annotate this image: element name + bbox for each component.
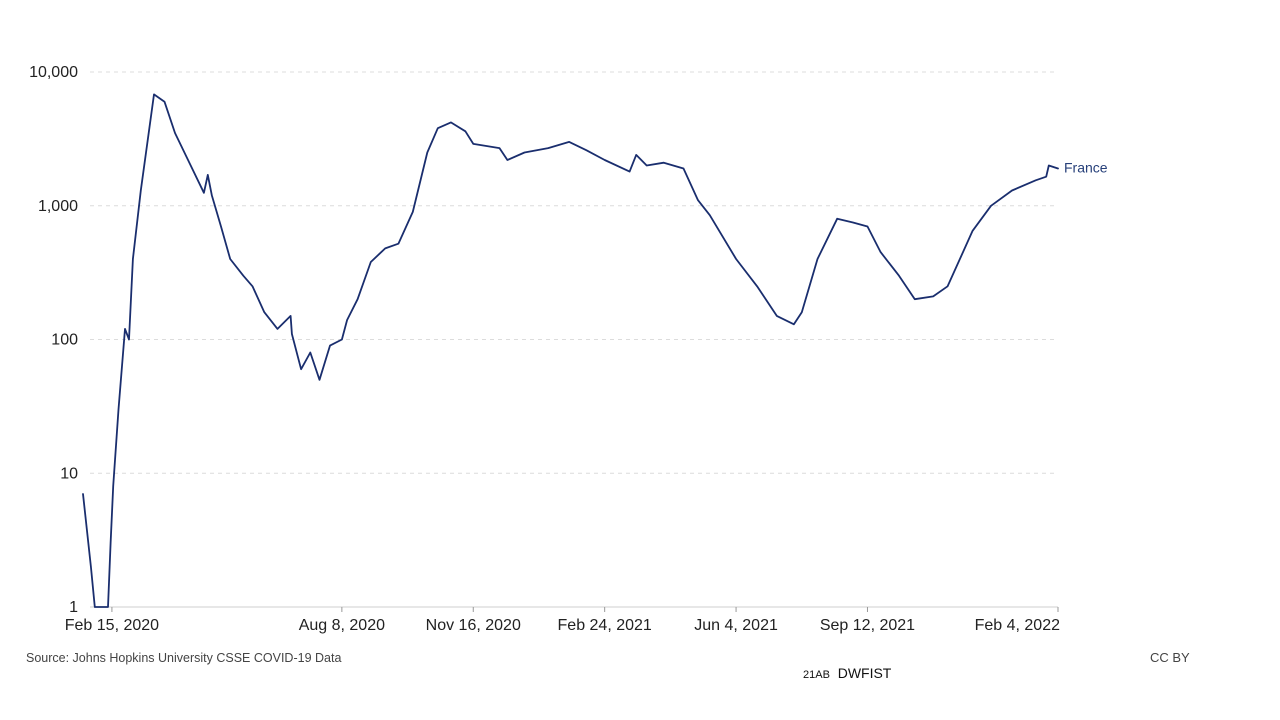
source-note: Source: Johns Hopkins University CSSE CO…	[26, 651, 342, 665]
series-line-france	[82, 93, 1059, 608]
x-axis: Feb 15, 2020 Aug 8, 2020 Nov 16, 2020 Feb 2…	[65, 606, 1061, 634]
footer-code: 21AB DWFIST	[803, 665, 891, 681]
footer-code-prefix: 21AB	[803, 669, 830, 681]
y-axis: 1 10 100 1,000 10,000	[29, 64, 78, 616]
x-tick-label: Nov 16, 2020	[426, 617, 521, 634]
y-tick-label: 1	[69, 599, 78, 616]
x-tick-label: Aug 8, 2020	[299, 617, 385, 634]
series-layer: France	[82, 93, 1108, 608]
x-tick-label: Feb 24, 2021	[558, 617, 652, 634]
grid-lines	[90, 71, 1058, 608]
series-label: France	[1064, 159, 1108, 175]
y-tick-label: 100	[51, 332, 78, 349]
license-badge: CC BY	[1150, 650, 1190, 665]
x-tick-label: Feb 4, 2022	[975, 617, 1061, 634]
y-tick-label: 10,000	[29, 64, 78, 81]
x-tick-label: Feb 15, 2020	[65, 617, 159, 634]
y-tick-label: 1,000	[38, 198, 78, 215]
y-tick-label: 10	[60, 465, 78, 482]
footer-code-suffix: DWFIST	[837, 665, 892, 681]
x-tick-label: Sep 12, 2021	[820, 617, 915, 634]
x-tick-label: Jun 4, 2021	[694, 617, 778, 634]
